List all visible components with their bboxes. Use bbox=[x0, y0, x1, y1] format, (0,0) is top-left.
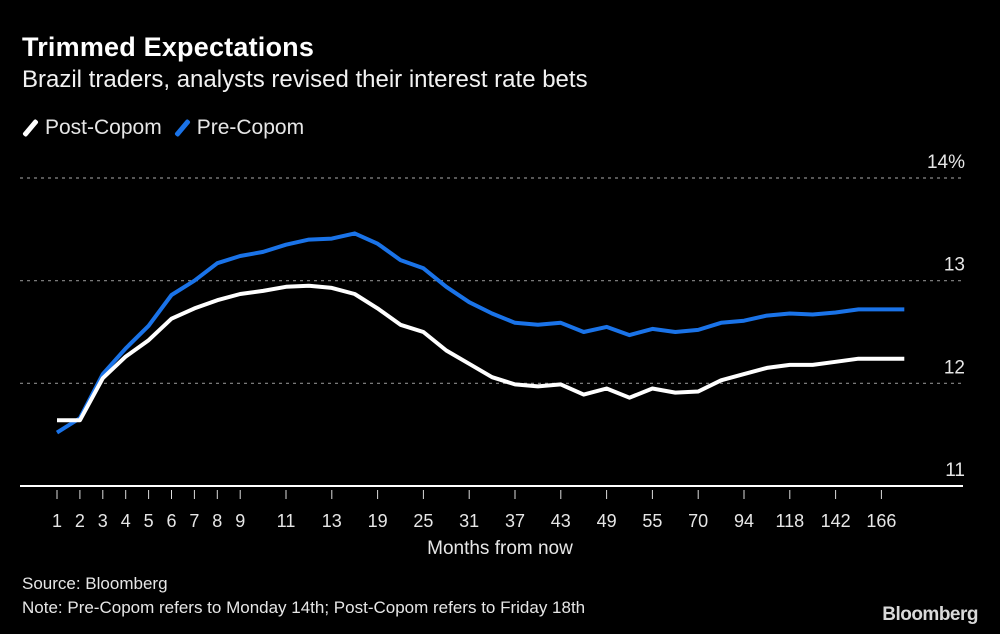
x-tick-label: 166 bbox=[866, 511, 896, 531]
footer-notes: Source: Bloomberg Note: Pre-Copom refers… bbox=[22, 572, 585, 620]
x-tick-label: 55 bbox=[642, 511, 662, 531]
x-tick-label: 4 bbox=[121, 511, 131, 531]
x-tick-label: 2 bbox=[75, 511, 85, 531]
y-tick-label: 14% bbox=[927, 152, 965, 173]
x-tick-label: 94 bbox=[734, 511, 754, 531]
x-tick-label: 118 bbox=[775, 511, 804, 531]
legend-label: Post-Copom bbox=[45, 116, 162, 139]
y-tick-label: 12 bbox=[944, 357, 965, 378]
x-tick-label: 3 bbox=[98, 511, 108, 531]
x-axis-label: Months from now bbox=[427, 538, 573, 559]
legend-label: Pre-Copom bbox=[196, 116, 305, 139]
chart-title: Trimmed Expectations bbox=[22, 32, 315, 62]
bloomberg-logo: Bloomberg bbox=[882, 604, 978, 625]
x-tick-label: 142 bbox=[821, 511, 851, 531]
legend-item-post-copom: Post-Copom bbox=[22, 116, 162, 140]
x-tick-label: 11 bbox=[277, 511, 296, 531]
x-tick-label: 1 bbox=[52, 511, 62, 531]
source-text: Source: Bloomberg bbox=[22, 574, 168, 593]
x-tick-label: 49 bbox=[597, 511, 617, 531]
x-tick-label: 19 bbox=[368, 511, 388, 531]
series-line-post-copom bbox=[57, 283, 905, 423]
y-tick-label: 11 bbox=[945, 460, 965, 481]
x-tick-label: 25 bbox=[413, 511, 433, 531]
y-tick-label: 13 bbox=[944, 255, 965, 276]
x-tick-label: 7 bbox=[189, 511, 199, 531]
legend: Post-Copom Pre-Copom bbox=[22, 116, 316, 140]
x-tick-label: 9 bbox=[235, 511, 245, 531]
series-line-pre-copom bbox=[55, 231, 905, 435]
x-tick-label: 43 bbox=[551, 511, 571, 531]
x-tick-label: 5 bbox=[144, 511, 154, 531]
x-tick-label: 31 bbox=[459, 511, 479, 531]
x-tick-label: 13 bbox=[322, 511, 342, 531]
x-tick-label: 8 bbox=[212, 511, 222, 531]
x-tick-label: 70 bbox=[688, 511, 708, 531]
x-tick-label: 37 bbox=[505, 511, 525, 531]
chart-subtitle: Brazil traders, analysts revised their i… bbox=[22, 66, 588, 93]
legend-item-pre-copom: Pre-Copom bbox=[173, 116, 305, 140]
note-text: Note: Pre-Copom refers to Monday 14th; P… bbox=[22, 598, 586, 617]
x-tick-label: 6 bbox=[166, 511, 176, 531]
